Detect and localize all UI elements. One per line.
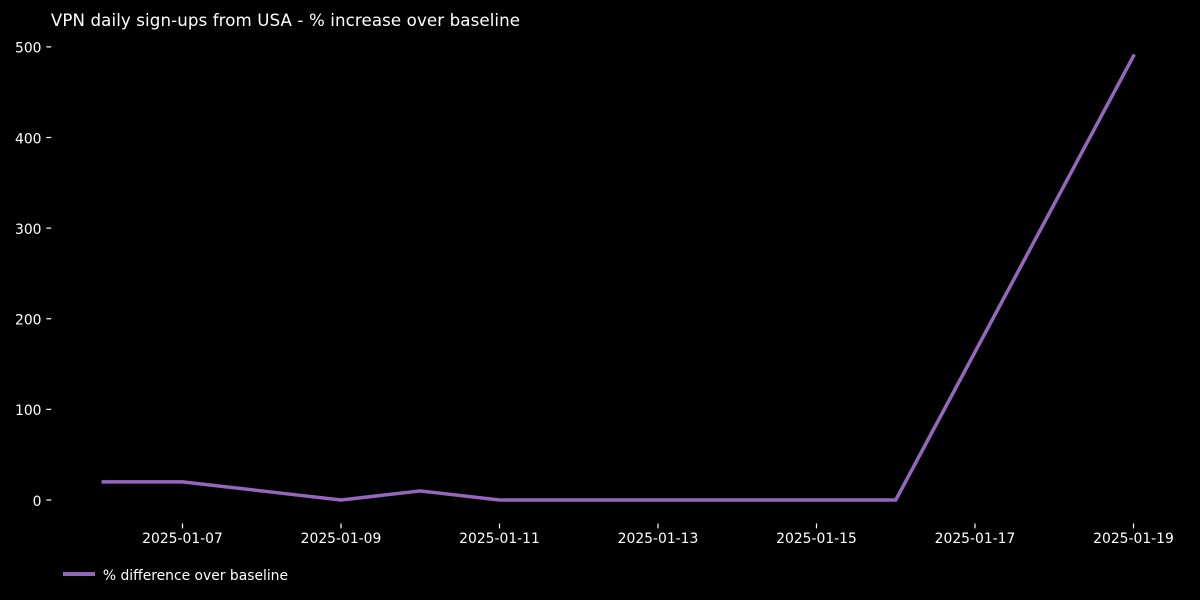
y-tick-label: 300 — [15, 222, 41, 238]
x-tick-label: 2025-01-19 — [1093, 531, 1174, 547]
y-tick-label: 400 — [15, 131, 41, 147]
data-line — [101, 53, 1136, 502]
x-tick-label: 2025-01-07 — [142, 531, 223, 547]
x-tick-label: 2025-01-11 — [459, 531, 540, 547]
y-tick-label: 200 — [15, 313, 41, 329]
y-tick-label: 100 — [15, 403, 41, 419]
x-tick-label: 2025-01-15 — [776, 531, 857, 547]
x-tick-label: 2025-01-17 — [935, 531, 1016, 547]
x-tick-label: 2025-01-09 — [301, 531, 382, 547]
y-tick-label: 500 — [15, 41, 41, 57]
y-tick-label: 0 — [33, 494, 42, 510]
chart-title: VPN daily sign-ups from USA - % increase… — [50, 10, 521, 30]
x-tick-label: 2025-01-13 — [618, 531, 699, 547]
